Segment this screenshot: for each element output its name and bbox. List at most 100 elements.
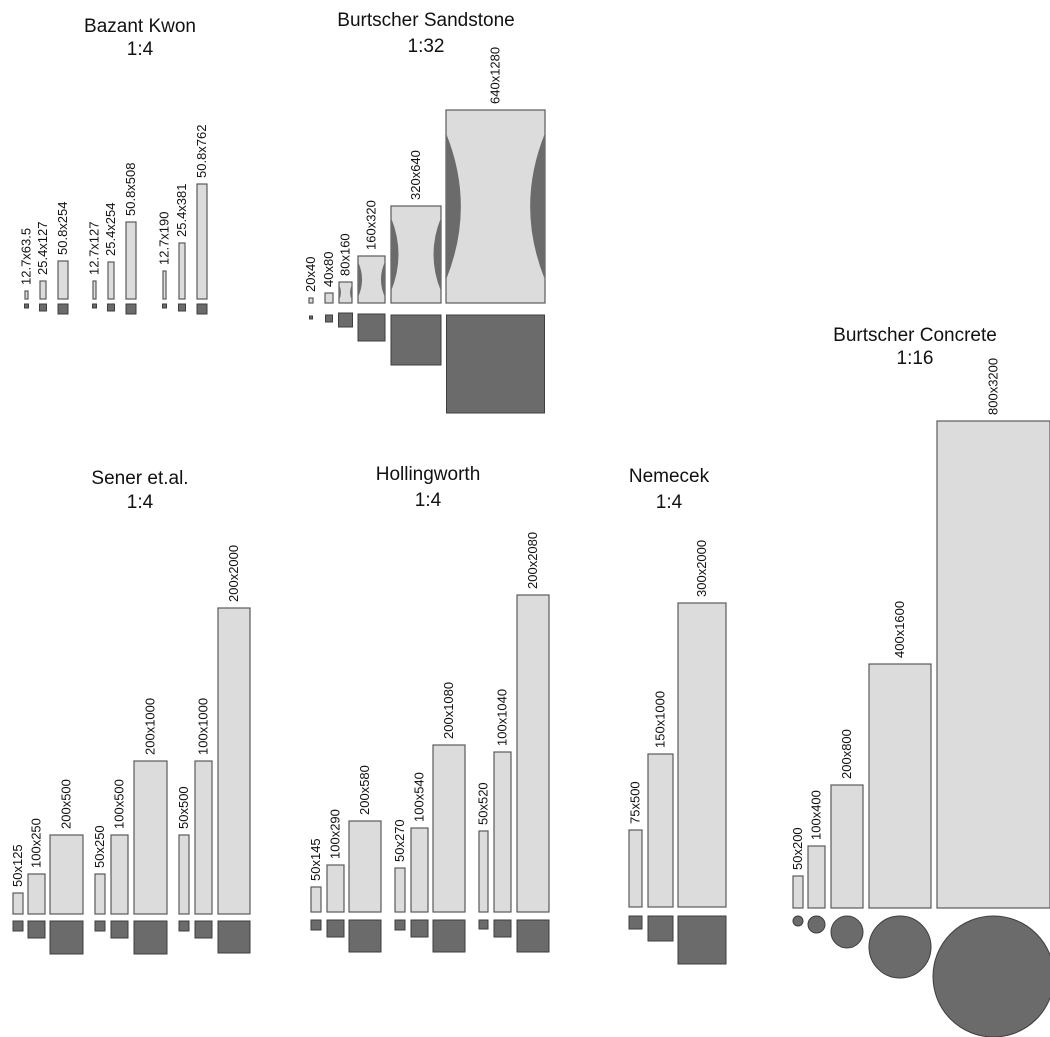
- group-burtscher-sandstone: Burtscher Sandstone 1:32 20x40 40x80 80x160 1…: [303, 10, 546, 414]
- specimen-dimension-label: 50x200: [790, 827, 805, 870]
- specimen: 100x1040: [493, 689, 512, 938]
- specimen-elevation: [125, 221, 137, 300]
- specimen: 12.7x127: [87, 222, 102, 309]
- specimen-elevation: [92, 280, 97, 300]
- specimen-dimension-label: 100x540: [412, 772, 427, 822]
- specimen-dimension-label: 50x145: [308, 838, 323, 881]
- specimen-elevation: [445, 109, 546, 304]
- specimen-elevation: [12, 892, 24, 915]
- specimen-elevation: [178, 242, 186, 300]
- specimen-elevation: [647, 753, 674, 908]
- specimen-section-square: [133, 920, 168, 955]
- specimen-elevation: [94, 873, 106, 915]
- specimen: 300x2000: [677, 540, 727, 965]
- specimen: 400x1600: [868, 601, 932, 979]
- specimen-section-square: [196, 303, 208, 315]
- specimen-elevation: [830, 784, 864, 909]
- specimen-dimension-label: 200x2080: [525, 532, 540, 589]
- group-scale: 1:16: [897, 348, 934, 369]
- specimen: 160x320: [357, 200, 386, 342]
- specimen: 75x500: [628, 781, 643, 930]
- specimen-section-square: [92, 303, 97, 309]
- specimen-dimension-label: 25.4x127: [35, 222, 50, 276]
- group-title: Burtscher Concrete: [833, 325, 997, 346]
- specimen-dimension-label: 100x500: [112, 779, 127, 829]
- specimen-dimension-label: 200x2000: [226, 545, 241, 602]
- specimen-dimension-label: 800x3200: [986, 358, 1001, 415]
- specimen-dimension-label: 25.4x254: [103, 203, 118, 257]
- group-title: Bazant Kwon: [84, 16, 196, 37]
- notch-left: [358, 261, 363, 298]
- specimen-dimension-label: 25.4x381: [174, 184, 189, 238]
- specimen-elevation: [516, 594, 550, 913]
- specimen: 640x1280: [445, 47, 546, 414]
- specimen-dimension-label: 200x800: [839, 729, 854, 779]
- specimen: 25.4x381: [174, 184, 189, 312]
- specimen-dimension-label: 12.7x63.5: [19, 228, 34, 285]
- specimen-dimension-label: 300x2000: [694, 540, 709, 597]
- specimen-dimension-label: 20x40: [303, 257, 318, 292]
- notch-left: [446, 133, 461, 280]
- specimen-section-circle: [868, 915, 932, 979]
- specimen-elevation: [410, 827, 429, 913]
- specimen-section-circle: [807, 915, 826, 934]
- specimen-dimension-label: 12.7x190: [157, 212, 172, 266]
- specimen-dimension-label: 320x640: [408, 150, 423, 200]
- specimen-section-square: [326, 919, 345, 938]
- specimen: 12.7x190: [157, 212, 172, 309]
- group-scale: 1:4: [127, 39, 154, 60]
- specimen-elevation: [324, 292, 334, 304]
- specimen: 100x540: [410, 772, 429, 938]
- specimen-dimension-label: 50.8x762: [194, 125, 209, 179]
- specimen-elevation: [394, 867, 406, 913]
- specimen: 50x250: [92, 825, 107, 932]
- specimen-elevation: [677, 602, 727, 908]
- specimen: 50.8x762: [194, 125, 209, 315]
- specimen-dimension-label: 160x320: [364, 200, 379, 250]
- specimen: 200x580: [348, 765, 382, 953]
- specimen-section-square: [125, 303, 137, 315]
- specimen: 50.8x254: [55, 202, 70, 315]
- specimen-section-square: [516, 919, 550, 953]
- specimen-section-square: [390, 314, 442, 366]
- specimen-dimension-label: 75x500: [628, 781, 643, 824]
- specimen-dimension-label: 200x580: [357, 765, 372, 815]
- notch-right: [380, 261, 385, 298]
- group-hollingworth: Hollingworth 1:4 50x145 100x290 200x580 50x27…: [308, 464, 550, 953]
- specimen-section-square: [338, 312, 353, 328]
- specimen-dimension-label: 100x1040: [495, 689, 510, 746]
- specimen-elevation: [27, 873, 46, 915]
- specimen: 200x2080: [516, 532, 550, 953]
- notch-right: [433, 217, 441, 292]
- specimen-elevation: [24, 290, 29, 300]
- specimen-elevation: [308, 297, 314, 304]
- specimen: 200x2000: [217, 545, 251, 954]
- specimen-elevation: [807, 845, 826, 909]
- notch-right: [350, 284, 352, 301]
- specimen-dimension-label: 50x500: [176, 786, 191, 829]
- specimen-elevation: [39, 280, 47, 300]
- specimen-dimension-label: 80x160: [338, 233, 353, 276]
- specimen: 50x520: [476, 782, 491, 930]
- specimen: 50x500: [176, 786, 191, 932]
- specimen-dimension-label: 50.8x508: [123, 163, 138, 217]
- specimen-dimension-label: 50x270: [392, 819, 407, 862]
- specimen-section-square: [432, 919, 466, 953]
- specimen-section-square: [348, 919, 382, 953]
- specimen-elevation: [628, 829, 643, 908]
- group-title: Nemecek: [629, 466, 710, 487]
- specimen: 100x500: [110, 779, 129, 939]
- specimen-elevation: [868, 663, 932, 909]
- specimen-section-circle: [792, 915, 804, 927]
- specimen-elevation: [49, 834, 84, 915]
- specimen: 50x145: [308, 838, 323, 931]
- specimen-dimension-label: 50x520: [476, 782, 491, 825]
- specimen-dimension-label: 640x1280: [488, 47, 503, 104]
- specimen-dimension-label: 200x500: [59, 779, 74, 829]
- specimen-section-square: [394, 919, 406, 931]
- specimen: 80x160: [338, 233, 353, 328]
- specimen-elevation: [478, 830, 489, 913]
- specimen-section-circle: [830, 915, 864, 949]
